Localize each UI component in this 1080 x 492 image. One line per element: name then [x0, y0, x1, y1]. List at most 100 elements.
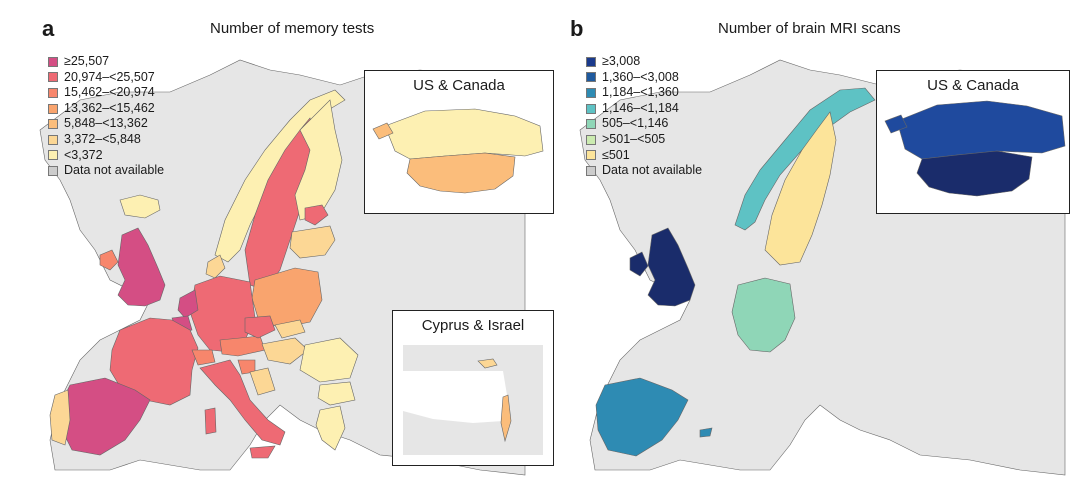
panel-title-memory-tests: Number of memory tests: [210, 20, 375, 37]
us-canada-map-a: [372, 108, 544, 194]
legend-label: 5,848–<13,362: [64, 116, 148, 131]
region-alaska: [372, 122, 394, 140]
region-bulgaria: [317, 381, 356, 406]
legend-swatch: [48, 119, 58, 130]
legend-item: ≥3,008: [586, 54, 702, 70]
region-ireland: [99, 249, 119, 271]
legend-label: ≤501: [602, 147, 630, 162]
legend-label: 1,184–<1,360: [602, 85, 679, 100]
legend-item: 505–<1,146: [586, 116, 702, 132]
legend-swatch: [586, 103, 596, 114]
legend-swatch: [586, 150, 596, 161]
region-denmark: [205, 254, 226, 279]
legend-swatch: [48, 87, 58, 98]
legend-swatch: [586, 72, 596, 83]
inset-title: US & Canada: [413, 77, 505, 94]
legend-swatch: [48, 150, 58, 161]
panel-letter-b: b: [570, 16, 584, 41]
region-usa: [916, 150, 1033, 197]
inset-us-canada-b: US & Canada: [876, 70, 1070, 214]
region-poland: [251, 267, 323, 329]
legend-item: <3,372: [48, 148, 164, 164]
legend-item: 1,184–<1,360: [586, 85, 702, 101]
region-germany: [731, 277, 796, 353]
region-sardinia: [204, 407, 217, 435]
inset-title: US & Canada: [927, 77, 1019, 94]
legend-item: ≤501: [586, 148, 702, 164]
legend-label: 1,146–<1,184: [602, 100, 679, 115]
region-hungary: [261, 337, 309, 365]
region-portugal: [49, 389, 71, 446]
region-sicily: [249, 445, 276, 459]
legend-memory-tests: ≥25,507 20,974–<25,507 15,462–<20,974 13…: [48, 54, 164, 179]
region-iceland: [119, 194, 161, 219]
inset-us-canada-a: US & Canada: [364, 70, 554, 214]
legend-swatch: [586, 134, 596, 145]
legend-label: 20,974–<25,507: [64, 69, 155, 84]
region-romania: [299, 337, 359, 383]
region-finland: [294, 99, 343, 221]
legend-label: 3,372–<5,848: [64, 131, 141, 146]
legend-item: 5,848–<13,362: [48, 116, 164, 132]
region-israel: [500, 394, 512, 443]
us-canada-map-b: [884, 100, 1066, 197]
panel-brain-mri: b Number of brain MRI scans ≥3,008 1,360…: [540, 0, 1080, 492]
region-netherlands: [177, 289, 199, 319]
region-sweden: [764, 111, 837, 266]
legend-swatch: [48, 72, 58, 83]
legend-swatch: [586, 119, 596, 130]
region-ireland: [629, 251, 649, 277]
region-sea: [403, 371, 508, 423]
region-estonia: [304, 204, 329, 226]
region-canada: [896, 100, 1066, 160]
legend-item: 20,974–<25,507: [48, 70, 164, 86]
legend-label: <3,372: [64, 147, 103, 162]
legend-swatch: [586, 165, 596, 176]
region-cyprus: [477, 358, 498, 369]
region-norway: [734, 87, 876, 231]
region-alaska: [884, 114, 908, 134]
legend-label: 13,362–<15,462: [64, 100, 155, 115]
region-canada: [384, 108, 544, 160]
legend-item: 3,372–<5,848: [48, 132, 164, 148]
panel-memory-tests: a Number of memory tests ≥25,507 20,974–…: [39, 16, 554, 476]
legend-label: Data not available: [64, 163, 165, 178]
inset-title: Cyprus & Israel: [421, 317, 525, 334]
legend-label: 15,462–<20,974: [64, 85, 155, 100]
panel-letter-a: a: [42, 16, 55, 41]
legend-label: Data not available: [602, 163, 703, 178]
legend-brain-mri: ≥3,008 1,360–<3,008 1,184–<1,360 1,146–<…: [586, 54, 702, 179]
legend-item: 1,146–<1,184: [586, 101, 702, 117]
inset-cyprus-israel: Cyprus & Israel: [392, 310, 554, 466]
legend-label: 505–<1,146: [602, 116, 669, 131]
legend-item: ≥25,507: [48, 54, 164, 70]
region-balearic: [699, 427, 713, 438]
region-spain: [595, 377, 689, 457]
region-austria: [219, 335, 266, 357]
region-switzerland: [191, 349, 216, 366]
region-norway: [214, 89, 346, 263]
legend-swatch: [586, 56, 596, 67]
region-uk: [647, 227, 696, 307]
legend-item: Data not available: [48, 163, 164, 179]
legend-label: >501–<505: [602, 131, 666, 146]
region-france: [109, 317, 199, 406]
region-greece: [315, 405, 346, 451]
legend-label: 1,360–<3,008: [602, 69, 679, 84]
legend-item: 1,360–<3,008: [586, 70, 702, 86]
cyprus-israel-map: [403, 345, 543, 455]
panel-title-brain-mri: Number of brain MRI scans: [718, 20, 901, 37]
region-slovakia: [274, 319, 306, 339]
region-croatia: [249, 367, 276, 396]
legend-item: >501–<505: [586, 132, 702, 148]
legend-swatch: [48, 134, 58, 145]
region-czechia: [244, 315, 276, 339]
legend-label: ≥3,008: [602, 54, 641, 68]
region-uk: [117, 227, 166, 307]
legend-swatch: [48, 103, 58, 114]
legend-swatch: [48, 56, 58, 67]
region-usa: [406, 152, 516, 194]
region-baltics: [289, 225, 336, 259]
legend-item: 15,462–<20,974: [48, 85, 164, 101]
legend-swatch: [48, 165, 58, 176]
